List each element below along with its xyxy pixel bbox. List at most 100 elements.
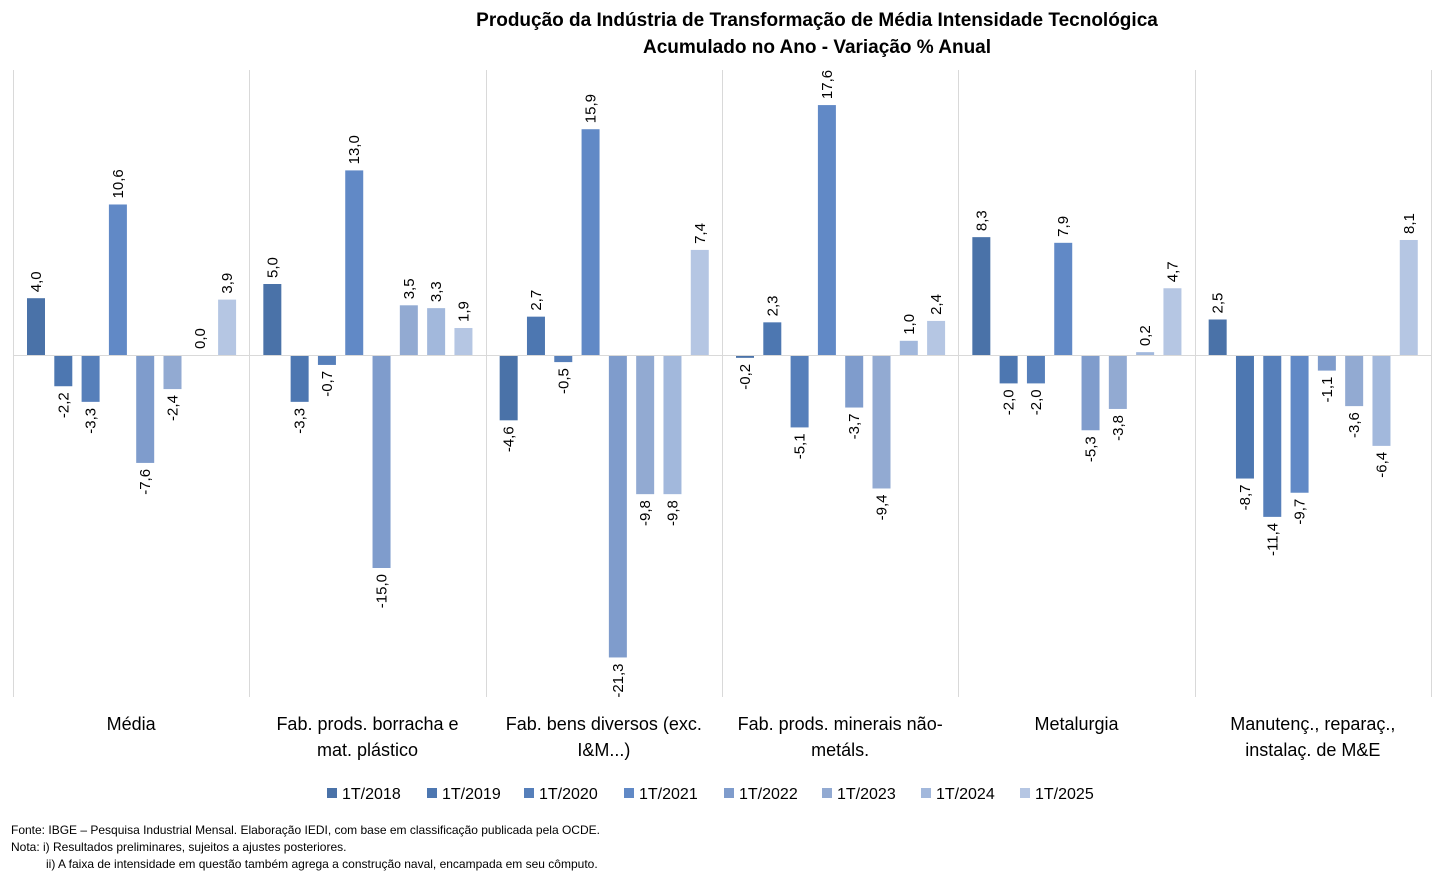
data-label: 3,5 [401,278,418,299]
data-label: -2,2 [55,392,72,418]
bar-1T-2020-cat-4 [1026,355,1045,384]
bar-1T-2020-cat-0 [81,355,100,402]
legend-swatch [724,788,734,798]
bar-1T-2020-cat-2 [554,355,573,363]
bar-1T-2019-cat-3 [763,322,782,355]
bar-1T-2021-cat-5 [1290,355,1309,493]
legend-swatch [427,788,437,798]
bar-1T-2021-cat-4 [1054,242,1073,355]
data-label: -3,8 [1110,415,1127,441]
bar-1T-2024-cat-2 [663,355,682,495]
bar-1T-2018-cat-0 [27,298,45,355]
bar-1T-2023-cat-0 [163,355,182,390]
data-label: 3,9 [219,273,236,294]
data-label: -9,8 [637,500,654,526]
data-label: -5,1 [792,433,809,459]
legend-entry: 1T/2025 [1035,786,1094,803]
data-label: -0,2 [737,364,754,390]
bar-1T-2025-cat-5 [1399,239,1418,355]
category-label: mat. plástico [317,740,418,760]
legend-swatch [1020,788,1030,798]
chart-title: Produção da Indústria de Transformação d… [476,10,1158,58]
bar-1T-2022-cat-1 [372,355,391,568]
bar-1T-2024-cat-3 [899,340,918,355]
data-label: 1,0 [901,314,918,335]
category-label: I&M...) [577,740,630,760]
category-separators [13,70,1432,697]
data-label: 17,6 [819,70,836,99]
legend-swatch [327,788,337,798]
legend-entry: 1T/2022 [739,786,798,803]
data-label: -2,0 [1001,389,1018,415]
bar-1T-2022-cat-2 [608,355,627,658]
data-label: 5,0 [264,257,281,278]
bar-1T-2018-cat-3 [736,355,754,358]
data-label: -3,3 [83,408,100,434]
data-label: -4,6 [501,426,518,452]
data-label: 3,3 [428,281,445,302]
legend-swatch [921,788,931,798]
data-label: -7,6 [137,469,154,495]
category-label: instalaç. de M&E [1245,740,1380,760]
data-label: 2,5 [1210,293,1227,314]
data-label: -6,4 [1373,452,1390,478]
data-label: 4,7 [1164,261,1181,282]
bar-1T-2021-cat-2 [581,129,600,355]
note-2: ii) A faixa de intensidade em questão ta… [46,857,598,871]
data-label: -3,6 [1346,412,1363,438]
bar-1T-2022-cat-0 [136,355,155,463]
bars [27,105,1418,658]
data-label: -1,1 [1319,377,1336,403]
data-label: 8,1 [1401,213,1418,234]
data-label: -0,7 [319,371,336,397]
data-label: 4,0 [28,271,45,292]
data-label: 2,4 [928,294,945,315]
bar-1T-2020-cat-1 [317,355,336,365]
data-label: 13,0 [346,135,363,164]
legend-swatch [624,788,634,798]
data-label: -15,0 [374,574,391,608]
data-label: -3,7 [846,414,863,440]
bar-1T-2019-cat-0 [54,355,73,387]
bar-1T-2023-cat-4 [1108,355,1127,409]
bar-1T-2023-cat-5 [1345,355,1364,407]
data-label: 2,7 [528,290,545,311]
data-label: 0,0 [192,328,209,349]
legend-entry: 1T/2019 [442,786,501,803]
bar-1T-2021-cat-1 [345,170,364,355]
category-label: Metalurgia [1034,714,1119,734]
data-label: -8,7 [1237,485,1254,511]
data-label: 10,6 [110,169,127,198]
bar-1T-2019-cat-2 [526,316,545,355]
category-label: Fab. prods. borracha e [276,714,458,734]
bar-1T-2019-cat-4 [999,355,1018,384]
bar-1T-2025-cat-4 [1163,288,1182,355]
data-label: -2,0 [1028,389,1045,415]
bar-1T-2018-cat-2 [499,355,518,421]
bar-1T-2023-cat-3 [872,355,891,489]
bar-1T-2024-cat-1 [427,308,446,355]
chart-title-line-2: Acumulado no Ano - Variação % Anual [643,37,991,58]
bar-1T-2024-cat-5 [1372,355,1391,446]
data-label: 8,3 [973,210,990,231]
bar-1T-2025-cat-2 [690,249,709,355]
category-label: Média [107,714,157,734]
bar-1T-2025-cat-3 [927,320,946,355]
data-label: 0,2 [1137,325,1154,346]
category-label: Fab. bens diversos (exc. [506,714,702,734]
data-label: -3,3 [292,408,309,434]
bar-1T-2018-cat-5 [1208,319,1227,355]
data-label: 7,9 [1055,216,1072,237]
data-label: 7,4 [692,223,709,244]
legend: 1T/2018 1T/2019 1T/2020 1T/2021 1T/2022 1T/20… [327,786,1094,803]
data-label: -11,4 [1264,523,1281,556]
data-label: 15,9 [583,94,600,123]
bar-1T-2024-cat-4 [1136,352,1155,355]
chart-title-line-1: Produção da Indústria de Transformação d… [476,10,1158,31]
bar-1T-2018-cat-1 [263,284,282,355]
legend-entry: 1T/2020 [539,786,598,803]
bar-1T-2022-cat-5 [1317,355,1336,371]
bar-1T-2021-cat-0 [108,204,127,355]
data-label: -2,4 [165,395,182,421]
